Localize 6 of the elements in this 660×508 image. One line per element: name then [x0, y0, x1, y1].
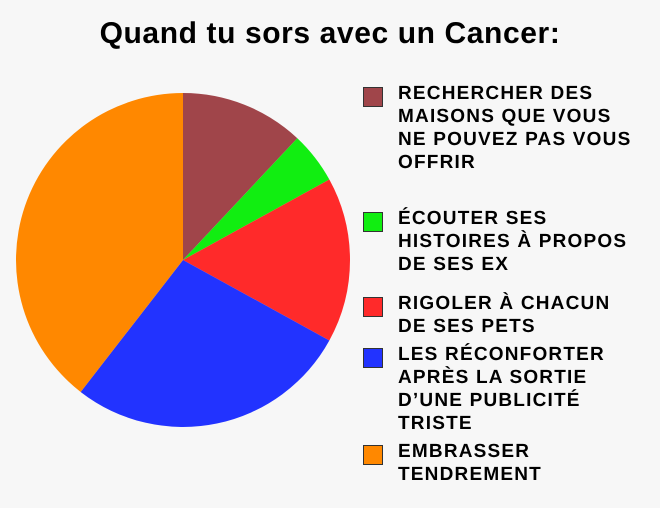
legend-label: LES RÉCONFORTER APRÈS LA SORTIE D’UNE PUBLICITÉ TRISTE: [398, 343, 606, 435]
legend-label: ÉCOUTER SES HISTOIRES À PROPOS DE SES EX: [398, 207, 628, 276]
chart-title: Quand tu sors avec un Cancer:: [98, 16, 562, 52]
legend-label: RIGOLER À CHACUN DE SES PETS: [398, 292, 612, 338]
legend-label: RECHERCHER DES MAISONS QUE VOUS NE POUVEZ PAS VOUS OFFRIR: [398, 82, 632, 174]
legend-label: EMBRASSER TENDREMENT: [398, 440, 543, 486]
